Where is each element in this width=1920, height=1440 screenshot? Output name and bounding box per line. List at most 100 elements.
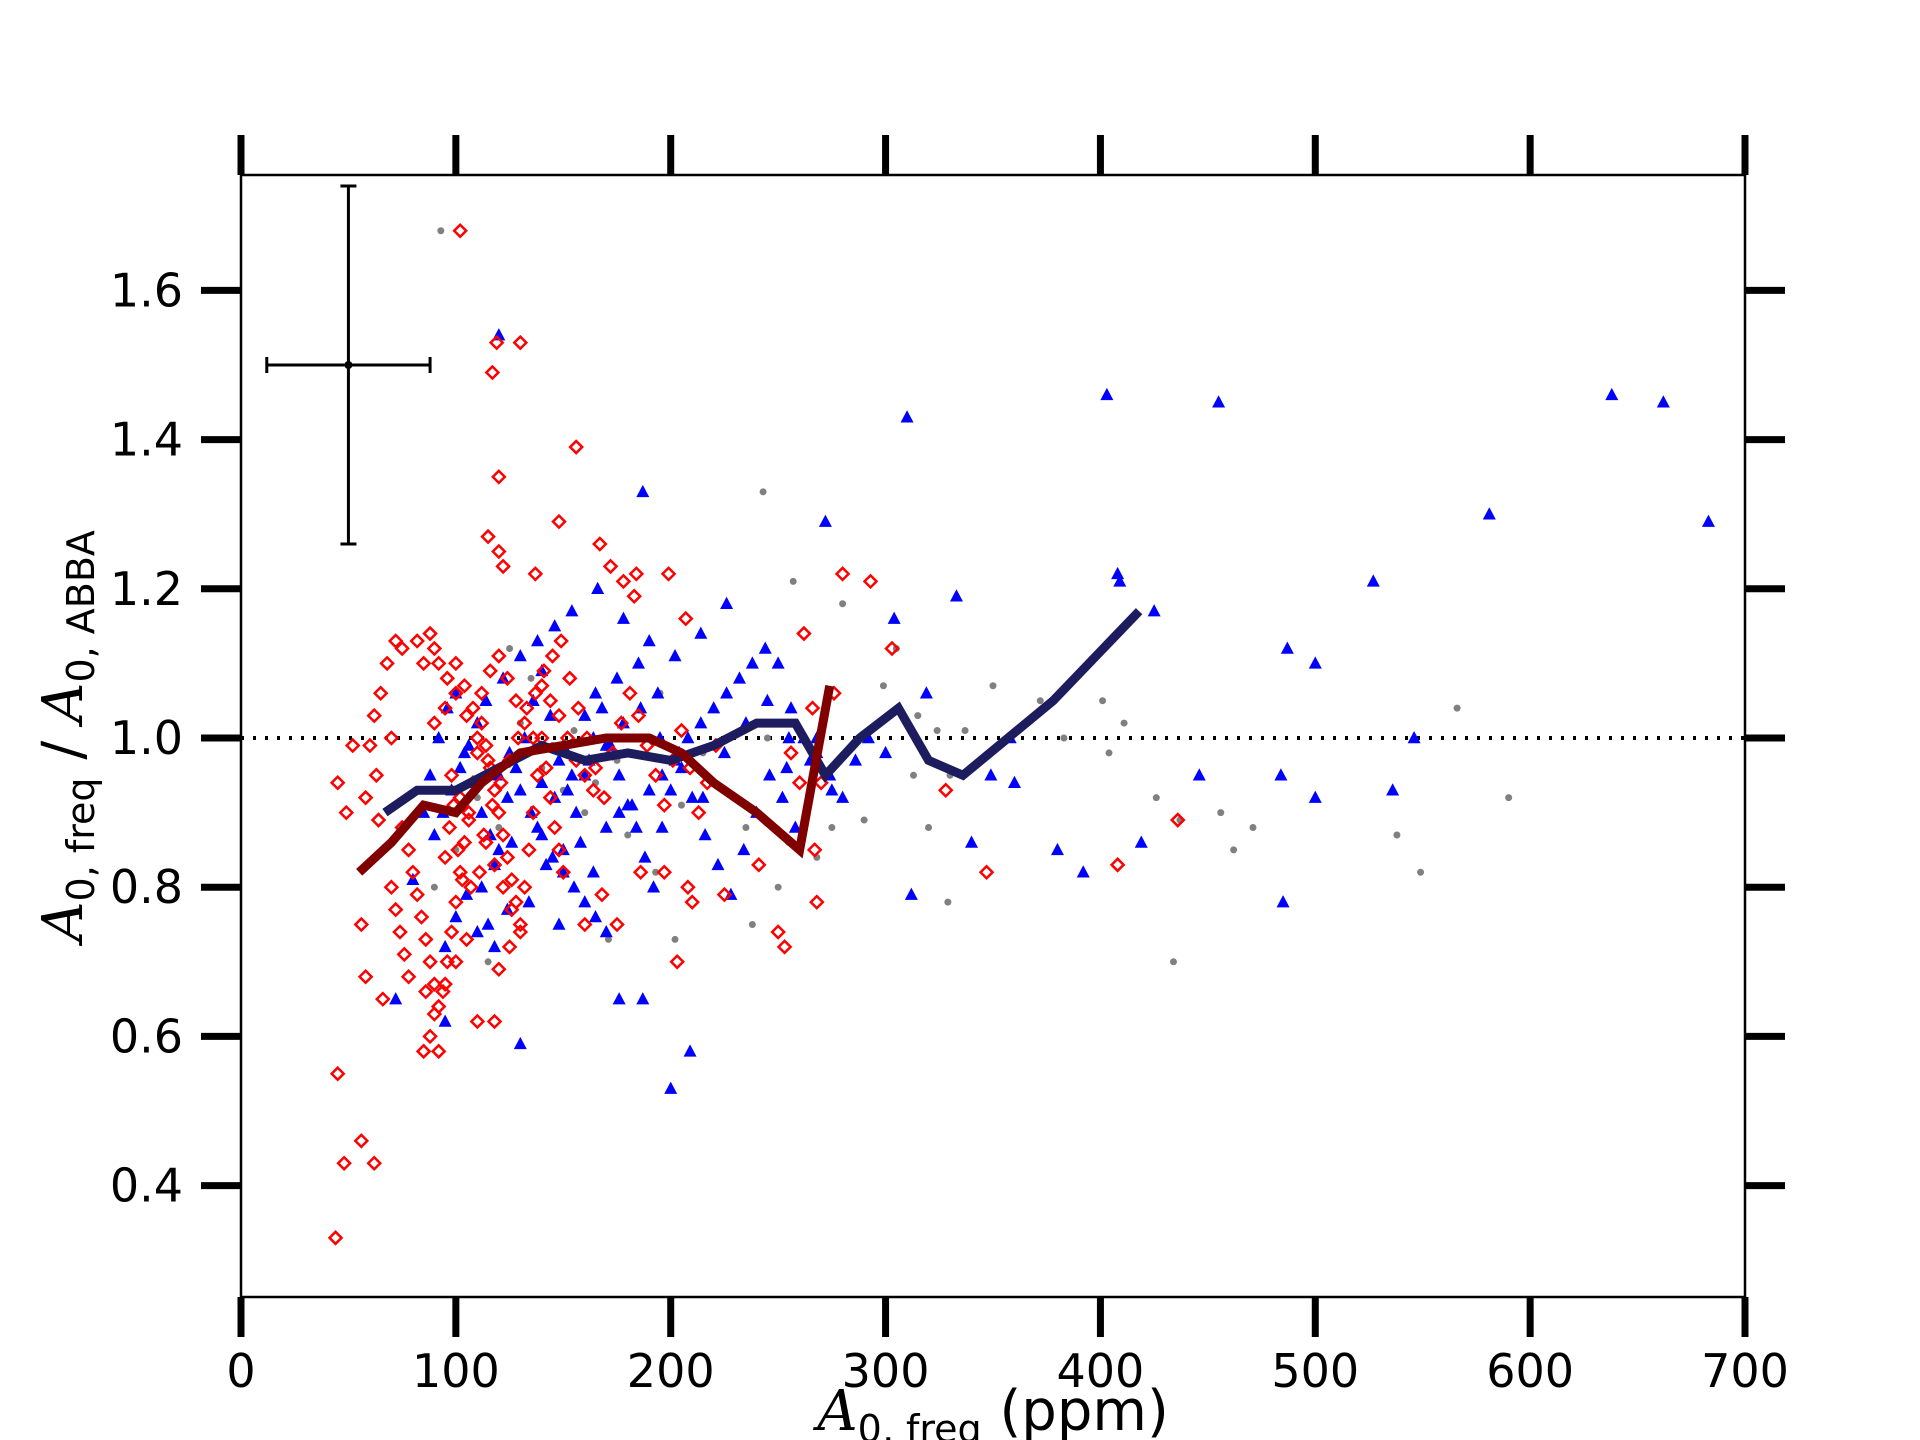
data-point-red [516, 879, 533, 895]
data-point-red [443, 924, 460, 940]
data-point-red [426, 1006, 443, 1022]
data-point-red [458, 707, 475, 724]
data-point-gray [652, 868, 660, 876]
data-point-blue [567, 880, 581, 893]
data-point-blue [612, 768, 626, 781]
x-tick-label: 400 [1057, 1344, 1145, 1398]
data-point-blue [1276, 895, 1290, 908]
data-point-red [551, 513, 567, 530]
data-point-blue [460, 887, 474, 900]
data-point-blue [1386, 783, 1400, 796]
data-point-red [491, 804, 507, 821]
data-point-red [353, 916, 370, 933]
data-point-red [422, 625, 438, 642]
data-point-red [469, 745, 486, 761]
data-point-blue [438, 939, 452, 953]
data-point-blue [1366, 574, 1380, 587]
data-point-gray [1060, 734, 1068, 742]
data-point-red [542, 789, 559, 806]
data-point-red [437, 700, 453, 716]
data-point-gray [677, 801, 685, 809]
data-point-blue [1192, 768, 1206, 781]
data-point-blue [984, 768, 998, 781]
data-point-blue [737, 842, 751, 856]
data-point-red [561, 670, 578, 687]
data-point-blue [775, 790, 789, 803]
data-point-red [400, 842, 417, 858]
data-point-gray [495, 824, 503, 832]
data-point-blue [500, 790, 514, 803]
plot-frame [239, 173, 1747, 1299]
data-point-blue [642, 783, 656, 796]
data-point-blue [1308, 656, 1322, 669]
data-point-red [450, 842, 466, 858]
data-point-red [491, 961, 507, 978]
data-point-red [615, 573, 632, 590]
data-point-gray [1417, 868, 1425, 876]
axis-ticks: 0 100 200 300 400 500 600 700 0.4 0.6 0.8 1.0 1.2 1.4… [110, 135, 1789, 1398]
data-point-red [465, 700, 481, 716]
data-point-gray [748, 921, 756, 928]
data-point-blue [573, 835, 587, 848]
data-point-red [409, 886, 425, 903]
data-point-red [448, 685, 464, 702]
data-point-red [491, 469, 507, 485]
data-point-gray [1105, 749, 1113, 757]
data-point-blue [1111, 566, 1125, 580]
data-point-red [804, 700, 821, 716]
y-tick-label: 1.2 [110, 562, 183, 616]
data-point-red [338, 804, 355, 821]
data-point-blue [535, 775, 549, 789]
data-point-red [415, 655, 432, 672]
data-point-blue [1134, 835, 1148, 848]
data-point-red [329, 1065, 346, 1082]
x-axis-label: A0, freq (ppm) [812, 1379, 1169, 1440]
data-point-blue [513, 783, 527, 796]
data-point-blue [513, 648, 527, 662]
data-point-red [471, 864, 488, 881]
data-point-red [510, 730, 526, 746]
data-point-blue [780, 760, 794, 774]
data-point-red [426, 640, 443, 657]
data-point-red [394, 640, 410, 657]
data-point-blue [732, 671, 746, 684]
data-point-red [415, 1043, 432, 1060]
data-point-blue [481, 917, 495, 930]
data-point-gray [1169, 958, 1177, 966]
data-point-blue [685, 790, 699, 803]
data-point-red [366, 707, 382, 724]
data-point-red [587, 760, 604, 776]
y-axis-label: A0, freq / A0, ABBA [31, 530, 103, 947]
data-point-red [422, 1028, 438, 1045]
data-point-blue [720, 686, 734, 699]
data-point-red [527, 685, 544, 702]
data-point-red [375, 991, 391, 1007]
data-point-gray [839, 600, 847, 608]
data-point-red [834, 566, 851, 582]
data-point-blue [668, 648, 682, 662]
data-point-red [632, 864, 649, 881]
data-point-red [1170, 812, 1186, 828]
data-point-red [491, 543, 507, 560]
data-point-red [677, 610, 694, 627]
data-point-red [647, 767, 664, 784]
data-point-blue [612, 992, 626, 1005]
data-point-blue [887, 611, 901, 624]
data-point-blue [565, 768, 579, 781]
data-point-red [437, 849, 453, 866]
x-tick-label: 600 [1486, 1344, 1574, 1398]
data-point-red [327, 1230, 344, 1246]
data-point-blue [492, 842, 506, 856]
data-point-red [525, 804, 541, 821]
data-point-red [570, 700, 587, 716]
x-tick-label: 500 [1271, 1344, 1359, 1398]
data-point-gray [671, 935, 679, 943]
data-point-red [357, 968, 374, 985]
data-point-red [806, 842, 823, 858]
data-point-blue [479, 693, 493, 706]
data-point-gray [527, 674, 535, 682]
data-point-blue [505, 835, 519, 848]
data-point-red [460, 812, 477, 828]
data-point-red [884, 640, 900, 657]
data-point-blue [642, 634, 656, 647]
